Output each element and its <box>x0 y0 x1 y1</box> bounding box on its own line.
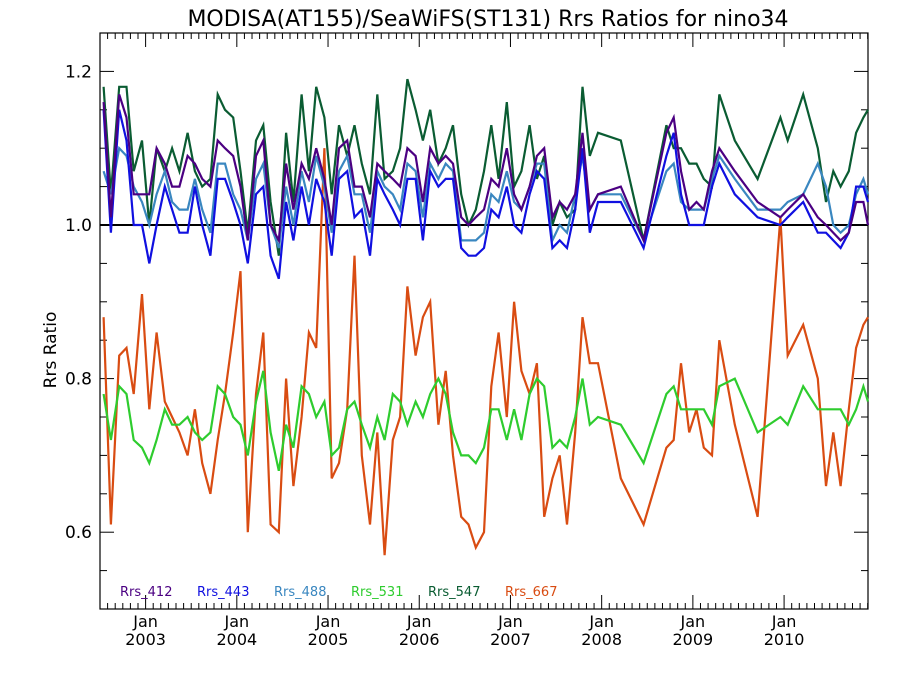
x-tick-label-year: 2009 <box>673 630 714 649</box>
x-tick-label-year: 2004 <box>216 630 257 649</box>
legend-entry-rrs-443: Rrs_443 <box>197 585 249 600</box>
series-line-rrs-667 <box>102 148 869 556</box>
legend-entry-rrs-547: Rrs_547 <box>428 585 480 600</box>
y-tick-label: 1.2 <box>65 62 92 82</box>
x-tick-label-month: Jan <box>406 612 432 631</box>
legend-entry-rrs-531: Rrs_531 <box>351 585 403 600</box>
legend-entry-rrs-488: Rrs_488 <box>274 585 326 600</box>
x-tick-label-month: Jan <box>588 612 614 631</box>
x-tick-label-month: Jan <box>771 612 797 631</box>
series-line-rrs-412 <box>102 94 870 245</box>
x-tick-label-year: 2006 <box>399 630 440 649</box>
x-tick-label-month: Jan <box>680 612 706 631</box>
y-tick-label: 1.0 <box>65 216 92 236</box>
x-tick-label-year: 2003 <box>125 630 166 649</box>
x-tick-label-year: 2010 <box>764 630 805 649</box>
x-tick-label-year: 2007 <box>490 630 531 649</box>
y-axis-label: Rrs Ratio <box>41 312 61 389</box>
y-tick-label: 0.8 <box>65 370 92 390</box>
plot-area: 0.60.81.01.2Jan2003Jan2004Jan2005Jan2006… <box>65 32 870 649</box>
y-tick-label: 0.6 <box>65 523 92 543</box>
plot-frame <box>99 32 869 610</box>
x-tick-label-month: Jan <box>132 612 158 631</box>
legend-entry-rrs-667: Rrs_667 <box>505 585 557 600</box>
x-tick-label-month: Jan <box>315 612 341 631</box>
x-tick-label-year: 2008 <box>581 630 622 649</box>
x-tick-label-year: 2005 <box>308 630 349 649</box>
chart-title: MODISA(AT155)/SeaWiFS(ST131) Rrs Ratios … <box>187 7 788 32</box>
x-tick-label-month: Jan <box>497 612 523 631</box>
x-tick-label-month: Jan <box>223 612 249 631</box>
legend-entry-rrs-412: Rrs_412 <box>120 585 172 600</box>
series-line-rrs-531 <box>102 370 870 472</box>
series-line-rrs-443 <box>102 109 870 280</box>
